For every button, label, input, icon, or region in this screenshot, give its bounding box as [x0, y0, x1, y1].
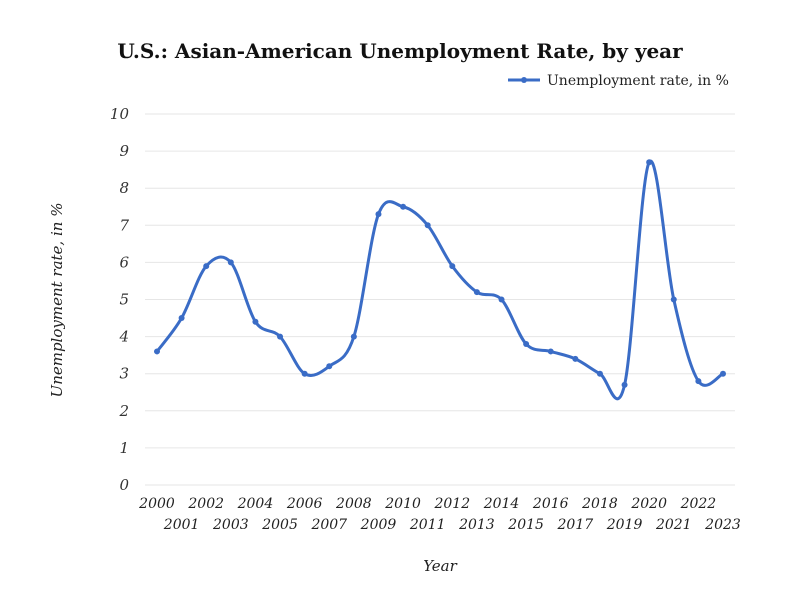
x-tick-label: 2014 [483, 496, 520, 512]
x-tick-label: 2002 [187, 496, 224, 512]
y-axis-title: Unemployment rate, in % [48, 203, 66, 398]
gridlines [145, 113, 735, 486]
series-layer [154, 159, 726, 401]
x-tick-label: 2006 [286, 496, 323, 512]
x-tick-label: 2013 [458, 517, 495, 533]
data-point-2018 [596, 370, 603, 377]
data-point-2012 [449, 263, 456, 270]
data-point-2010 [400, 203, 407, 210]
y-tick-label: 0 [119, 476, 129, 494]
y-axis-ticks: 0 1 2 3 4 5 6 7 8 9 10 [110, 105, 130, 494]
data-point-2002 [203, 263, 210, 270]
data-point-2014 [498, 296, 505, 303]
x-axis-ticks: 2000 2001 2002 2003 2004 2005 2006 2007 2008 2009… [138, 496, 741, 533]
x-tick-label: 2003 [212, 517, 249, 533]
data-point-2023 [720, 370, 726, 377]
series-line [155, 159, 725, 401]
chart-title: U.S.: Asian-American Unemployment Rate, … [117, 39, 683, 63]
x-tick-label: 2019 [606, 517, 643, 533]
legend: Unemployment rate, in % [508, 73, 729, 89]
data-point-2021 [670, 296, 677, 303]
x-tick-label: 2009 [360, 517, 397, 533]
data-point-2005 [277, 333, 284, 340]
data-point-2001 [178, 315, 185, 322]
x-tick-label: 2007 [310, 517, 347, 533]
data-point-2007 [326, 363, 333, 370]
x-tick-label: 2023 [704, 517, 741, 533]
x-tick-label: 2018 [581, 496, 618, 512]
x-tick-label: 2001 [163, 517, 200, 533]
data-point-2016 [547, 348, 554, 355]
data-point-2013 [473, 289, 480, 296]
data-point-2000 [154, 348, 160, 355]
y-tick-label: 3 [119, 365, 129, 383]
y-tick-label: 10 [110, 105, 130, 123]
x-tick-label: 2010 [384, 496, 421, 512]
data-point-2015 [523, 341, 530, 348]
y-tick-label: 1 [119, 439, 129, 457]
legend-label: Unemployment rate, in % [547, 73, 729, 89]
data-point-2011 [424, 222, 431, 229]
y-tick-label: 7 [119, 216, 129, 234]
x-tick-label: 2022 [680, 496, 717, 512]
x-tick-label: 2021 [655, 517, 692, 533]
data-point-2017 [572, 355, 579, 362]
x-tick-label: 2017 [557, 517, 594, 533]
x-tick-label: 2011 [409, 517, 446, 533]
legend-point-marker [521, 77, 527, 83]
y-tick-label: 6 [119, 253, 129, 271]
data-point-2004 [252, 318, 259, 325]
y-tick-label: 2 [118, 402, 129, 420]
x-axis-title: Year [423, 557, 457, 575]
data-point-2009 [375, 211, 382, 218]
x-tick-label: 2016 [532, 496, 569, 512]
data-point-2003 [227, 259, 234, 266]
x-tick-label: 2012 [433, 496, 470, 512]
data-point-2019 [621, 381, 628, 388]
y-tick-label: 5 [119, 291, 129, 309]
x-tick-label: 2008 [335, 496, 372, 512]
data-point-2008 [350, 333, 357, 340]
x-tick-label: 2015 [507, 517, 544, 533]
y-tick-label: 9 [119, 142, 129, 160]
y-tick-label: 8 [119, 179, 129, 197]
x-tick-label: 2020 [630, 496, 667, 512]
x-tick-label: 2000 [138, 496, 175, 512]
data-point-2022 [695, 378, 702, 385]
data-point-2020 [646, 159, 653, 166]
x-tick-label: 2004 [237, 496, 274, 512]
y-tick-label: 4 [118, 328, 129, 346]
x-tick-label: 2005 [261, 517, 298, 533]
data-point-2006 [301, 370, 308, 377]
